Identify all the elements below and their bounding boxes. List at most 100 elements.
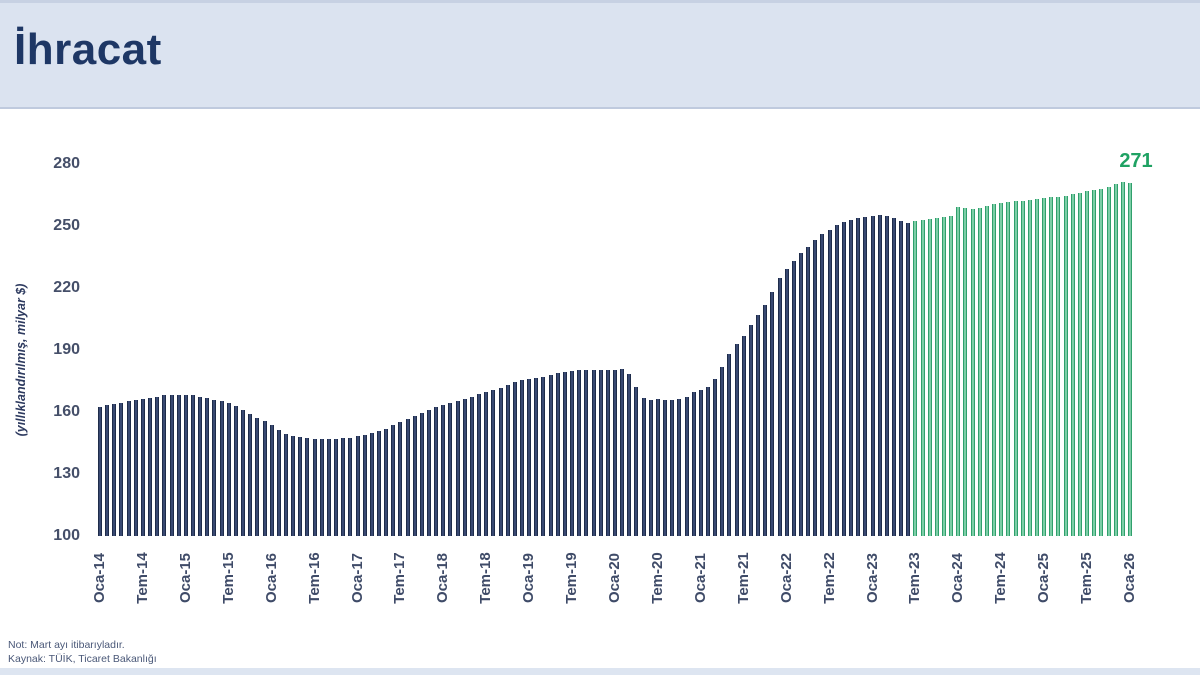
bar-actual [419,413,424,536]
bar-actual [877,214,882,536]
bar-actual [756,314,761,536]
bar-actual [784,269,789,536]
bar-actual [462,398,467,536]
x-tick-label: Tem-19 [563,552,581,604]
bar-actual [477,394,482,536]
x-tick-label: Oca-20 [606,552,623,604]
bar-actual [570,370,575,536]
bar-projection [963,208,968,536]
bar-actual [448,402,453,536]
bar-actual [548,374,553,536]
y-tick-label: 160 [53,403,80,420]
bar-actual [655,398,660,536]
bar-actual [212,399,217,536]
x-tick-label: Oca-25 [1035,552,1053,604]
bar-actual [820,234,825,536]
bar-actual [291,435,296,536]
bar-actual [484,392,489,536]
bar-actual [119,402,124,536]
x-tick-label: Tem-25 [1078,552,1096,604]
y-axis-title: (yıllıklandırılmış, milyar $) [14,283,28,437]
bar-actual [391,425,396,536]
bar-actual [534,377,539,536]
x-tick-label: Tem-18 [477,552,495,604]
bar-projection [1128,182,1132,536]
y-tick-label: 280 [53,155,80,172]
bar-actual [105,404,110,536]
bar-actual [205,397,210,536]
bar-actual [140,398,145,536]
bar-actual [562,371,567,536]
bar-actual [455,400,460,536]
x-tick-label: Oca-18 [434,552,452,604]
x-tick-label: Tem-17 [391,552,409,604]
x-tick-label: Oca-17 [348,552,366,604]
bar-actual [248,414,253,536]
bar-projection [1042,198,1047,536]
bar-actual [334,438,339,536]
bar-projection [1113,183,1118,536]
y-tick-label: 250 [53,217,80,234]
bar-actual [834,224,839,536]
bar-actual [727,354,732,536]
bar-projection [1020,201,1025,536]
bar-projection [1070,193,1075,536]
bar-actual [498,388,503,536]
bar-actual [670,399,675,536]
bar-projection [949,215,954,536]
bar-actual [148,397,153,536]
bar-actual [126,400,131,536]
header: İhracat [0,0,1200,109]
bar-actual [376,430,381,536]
bar-projection [942,216,947,536]
y-tick-label: 130 [53,465,80,482]
bar-projection [1056,197,1061,536]
bar-actual [849,219,854,536]
bar-actual [298,436,303,536]
bar-actual [884,215,889,536]
bar-actual [512,382,517,536]
bar-actual [198,396,203,536]
bar-actual [427,409,432,536]
bar-actual [241,409,246,536]
bar-projection [1120,181,1125,536]
bar-actual [813,240,818,536]
bar-actual [598,369,603,536]
bar-actual [791,261,796,536]
bar-projection [992,204,997,536]
bar-actual [620,368,625,536]
bar-projection [999,203,1004,536]
x-tick-label: Oca-21 [691,552,709,604]
x-tick-label: Oca-19 [520,552,538,604]
bar-actual [555,372,560,536]
bar-projection [984,206,989,536]
bar-projection [1099,188,1104,536]
bar-actual [341,437,346,536]
bar-projection [956,207,961,536]
bar-actual [226,402,231,536]
bar-actual [505,385,510,536]
bar-actual [634,387,639,536]
bar-actual [276,429,281,536]
bar-actual [691,392,696,536]
bar-projection [1013,201,1018,536]
bar-projection [1092,189,1097,536]
bar-actual [262,421,267,536]
bar-actual [319,438,324,536]
last-value-label: 271 [1119,150,1153,172]
bar-actual [591,369,596,536]
x-tick-label: Oca-16 [262,552,280,604]
exports-bar-chart: (yıllıklandırılmış, milyar $) 100 130 160 1… [0,114,1200,675]
bar-actual [541,376,546,536]
bar-actual [677,398,682,536]
bar-actual [705,387,710,536]
bar-projection [934,217,939,536]
bar-actual [326,438,331,536]
footer-strip [0,668,1200,675]
bar-actual [891,217,896,536]
bar-actual [713,378,718,536]
bar-actual [777,277,782,536]
bar-projection [1035,199,1039,536]
bar-actual [183,395,188,536]
